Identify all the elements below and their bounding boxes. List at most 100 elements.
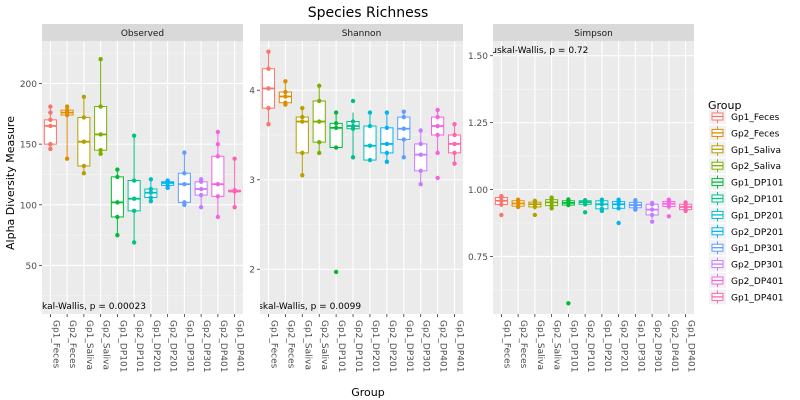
box-Gp2_DP401 xyxy=(211,129,225,220)
data-point xyxy=(435,123,440,129)
x-tick-label: Gp2_DP101 xyxy=(585,320,595,372)
box-Gp2_Saliva xyxy=(94,57,108,157)
x-tick-label: Gp2_DP201 xyxy=(619,320,629,372)
data-point xyxy=(582,210,588,215)
panel-simpson: Simpson 0.75 1.00 1.25 1.50 Gp1_Feces Gp2_Fece… xyxy=(468,24,696,372)
x-axis-label: Group xyxy=(351,386,385,399)
legend-label: Gp1_DP301 xyxy=(731,244,783,254)
data-point xyxy=(266,86,271,91)
data-point xyxy=(317,150,322,156)
box-Gp1_DP201 xyxy=(144,177,158,204)
x-tick-label: Gp2_DP301 xyxy=(652,320,662,372)
facet-strip-label: Observed xyxy=(121,29,164,39)
data-point xyxy=(333,121,339,126)
box-Gp1_Feces xyxy=(494,194,508,218)
box-Gp1_Feces xyxy=(261,49,276,127)
box-Gp2_Feces xyxy=(278,79,292,107)
legend-label: Gp1_Saliva xyxy=(731,146,781,156)
data-point xyxy=(367,157,373,163)
x-tick-label: Gp2_DP301 xyxy=(421,320,431,372)
data-point xyxy=(48,104,53,109)
legend-entry-Gp1_DP201: Gp1_DP201 xyxy=(709,207,783,223)
data-point xyxy=(317,83,322,88)
x-tick-label: Gp2_Saliva xyxy=(101,320,111,370)
data-point xyxy=(266,105,271,111)
x-tick-label: Gp1_DP101 xyxy=(336,320,346,372)
data-point xyxy=(115,232,120,238)
data-point xyxy=(198,205,204,210)
x-tick-label: Gp1_DP201 xyxy=(602,320,612,372)
data-point xyxy=(384,125,390,131)
data-point xyxy=(48,146,53,152)
box-body xyxy=(211,155,225,197)
data-point xyxy=(48,141,53,147)
data-point xyxy=(48,123,53,129)
data-point xyxy=(182,181,187,187)
data-point xyxy=(418,182,423,187)
x-tick-label: Gp1_Saliva xyxy=(535,320,545,370)
data-point xyxy=(418,141,423,147)
box-Gp2_DP201 xyxy=(380,110,394,165)
box-Gp1_DP401 xyxy=(447,122,462,166)
data-point xyxy=(452,132,457,138)
data-point xyxy=(367,123,373,129)
box-Gp1_Saliva xyxy=(77,94,91,176)
data-point xyxy=(182,150,187,155)
box-body xyxy=(110,176,124,218)
data-point xyxy=(616,220,621,226)
legend-entry-Gp1_Saliva: Gp1_Saliva xyxy=(709,141,781,157)
data-point xyxy=(283,100,288,105)
x-tick-label: Gp1_DP201 xyxy=(151,320,161,372)
data-point xyxy=(283,94,288,99)
data-point xyxy=(81,171,87,176)
data-point xyxy=(198,186,204,192)
data-point xyxy=(599,202,605,207)
data-point xyxy=(64,104,70,109)
legend-label: Gp2_Feces xyxy=(731,129,780,139)
box-Gp2_DP401 xyxy=(662,197,676,219)
x-tick-label: Gp1_DP301 xyxy=(184,320,194,372)
data-point xyxy=(81,139,87,144)
data-point xyxy=(198,192,204,198)
kruskal-wallis-annotation: Kruskal-Wallis, p = 0.00023 xyxy=(22,302,146,312)
data-point xyxy=(452,122,457,127)
data-point xyxy=(599,197,605,202)
box-Gp1_DP101 xyxy=(110,167,124,238)
box-Gp2_DP101 xyxy=(127,133,141,245)
data-point xyxy=(317,119,322,124)
data-point xyxy=(131,240,137,245)
box-Gp1_Feces xyxy=(43,104,57,152)
y-tick-label: 0.75 xyxy=(468,253,488,263)
legend-entry-Gp1_DP401: Gp1_DP401 xyxy=(709,289,783,305)
data-point xyxy=(418,168,423,173)
data-point xyxy=(666,197,672,202)
box-Gp1_DP301 xyxy=(397,109,411,160)
annotation-group: Kruskal-Wallis, p = 0.00023 xyxy=(22,302,146,312)
legend-entry-Gp2_DP101: Gp2_DP101 xyxy=(709,191,783,206)
data-point xyxy=(266,49,271,54)
data-point xyxy=(115,200,120,205)
legend: Group Gp1_Feces Gp2_Feces Gp1_Saliva Gp2_Sa… xyxy=(708,99,783,305)
data-point xyxy=(633,198,638,203)
data-point xyxy=(350,155,356,160)
data-point xyxy=(283,89,288,95)
facet-strip xyxy=(260,24,463,41)
box-Gp1_DP401 xyxy=(228,156,242,210)
data-point xyxy=(98,132,103,137)
data-point xyxy=(649,207,655,212)
facet-panels: Observed 50 100 150 200 Gp1_Feces Gp2_Feces Gp1… xyxy=(20,24,696,372)
data-point xyxy=(266,66,271,71)
kruskal-wallis-annotation: Kruskal-Wallis, p = 0.72 xyxy=(482,46,589,56)
data-point xyxy=(165,178,170,183)
y-tick-label: 100 xyxy=(20,201,37,211)
legend-label: Gp2_DP401 xyxy=(731,277,783,287)
x-tick-label: Gp1_DP101 xyxy=(117,320,127,372)
y-tick-label: 4 xyxy=(249,87,255,97)
data-point xyxy=(452,150,457,156)
data-point xyxy=(148,195,154,200)
panel-observed: Observed 50 100 150 200 Gp1_Feces Gp2_Feces Gp1… xyxy=(20,24,245,372)
data-point xyxy=(452,141,457,147)
data-point xyxy=(683,200,688,205)
legend-label: Gp2_DP101 xyxy=(731,195,783,205)
box-Gp1_DP101 xyxy=(561,197,575,306)
